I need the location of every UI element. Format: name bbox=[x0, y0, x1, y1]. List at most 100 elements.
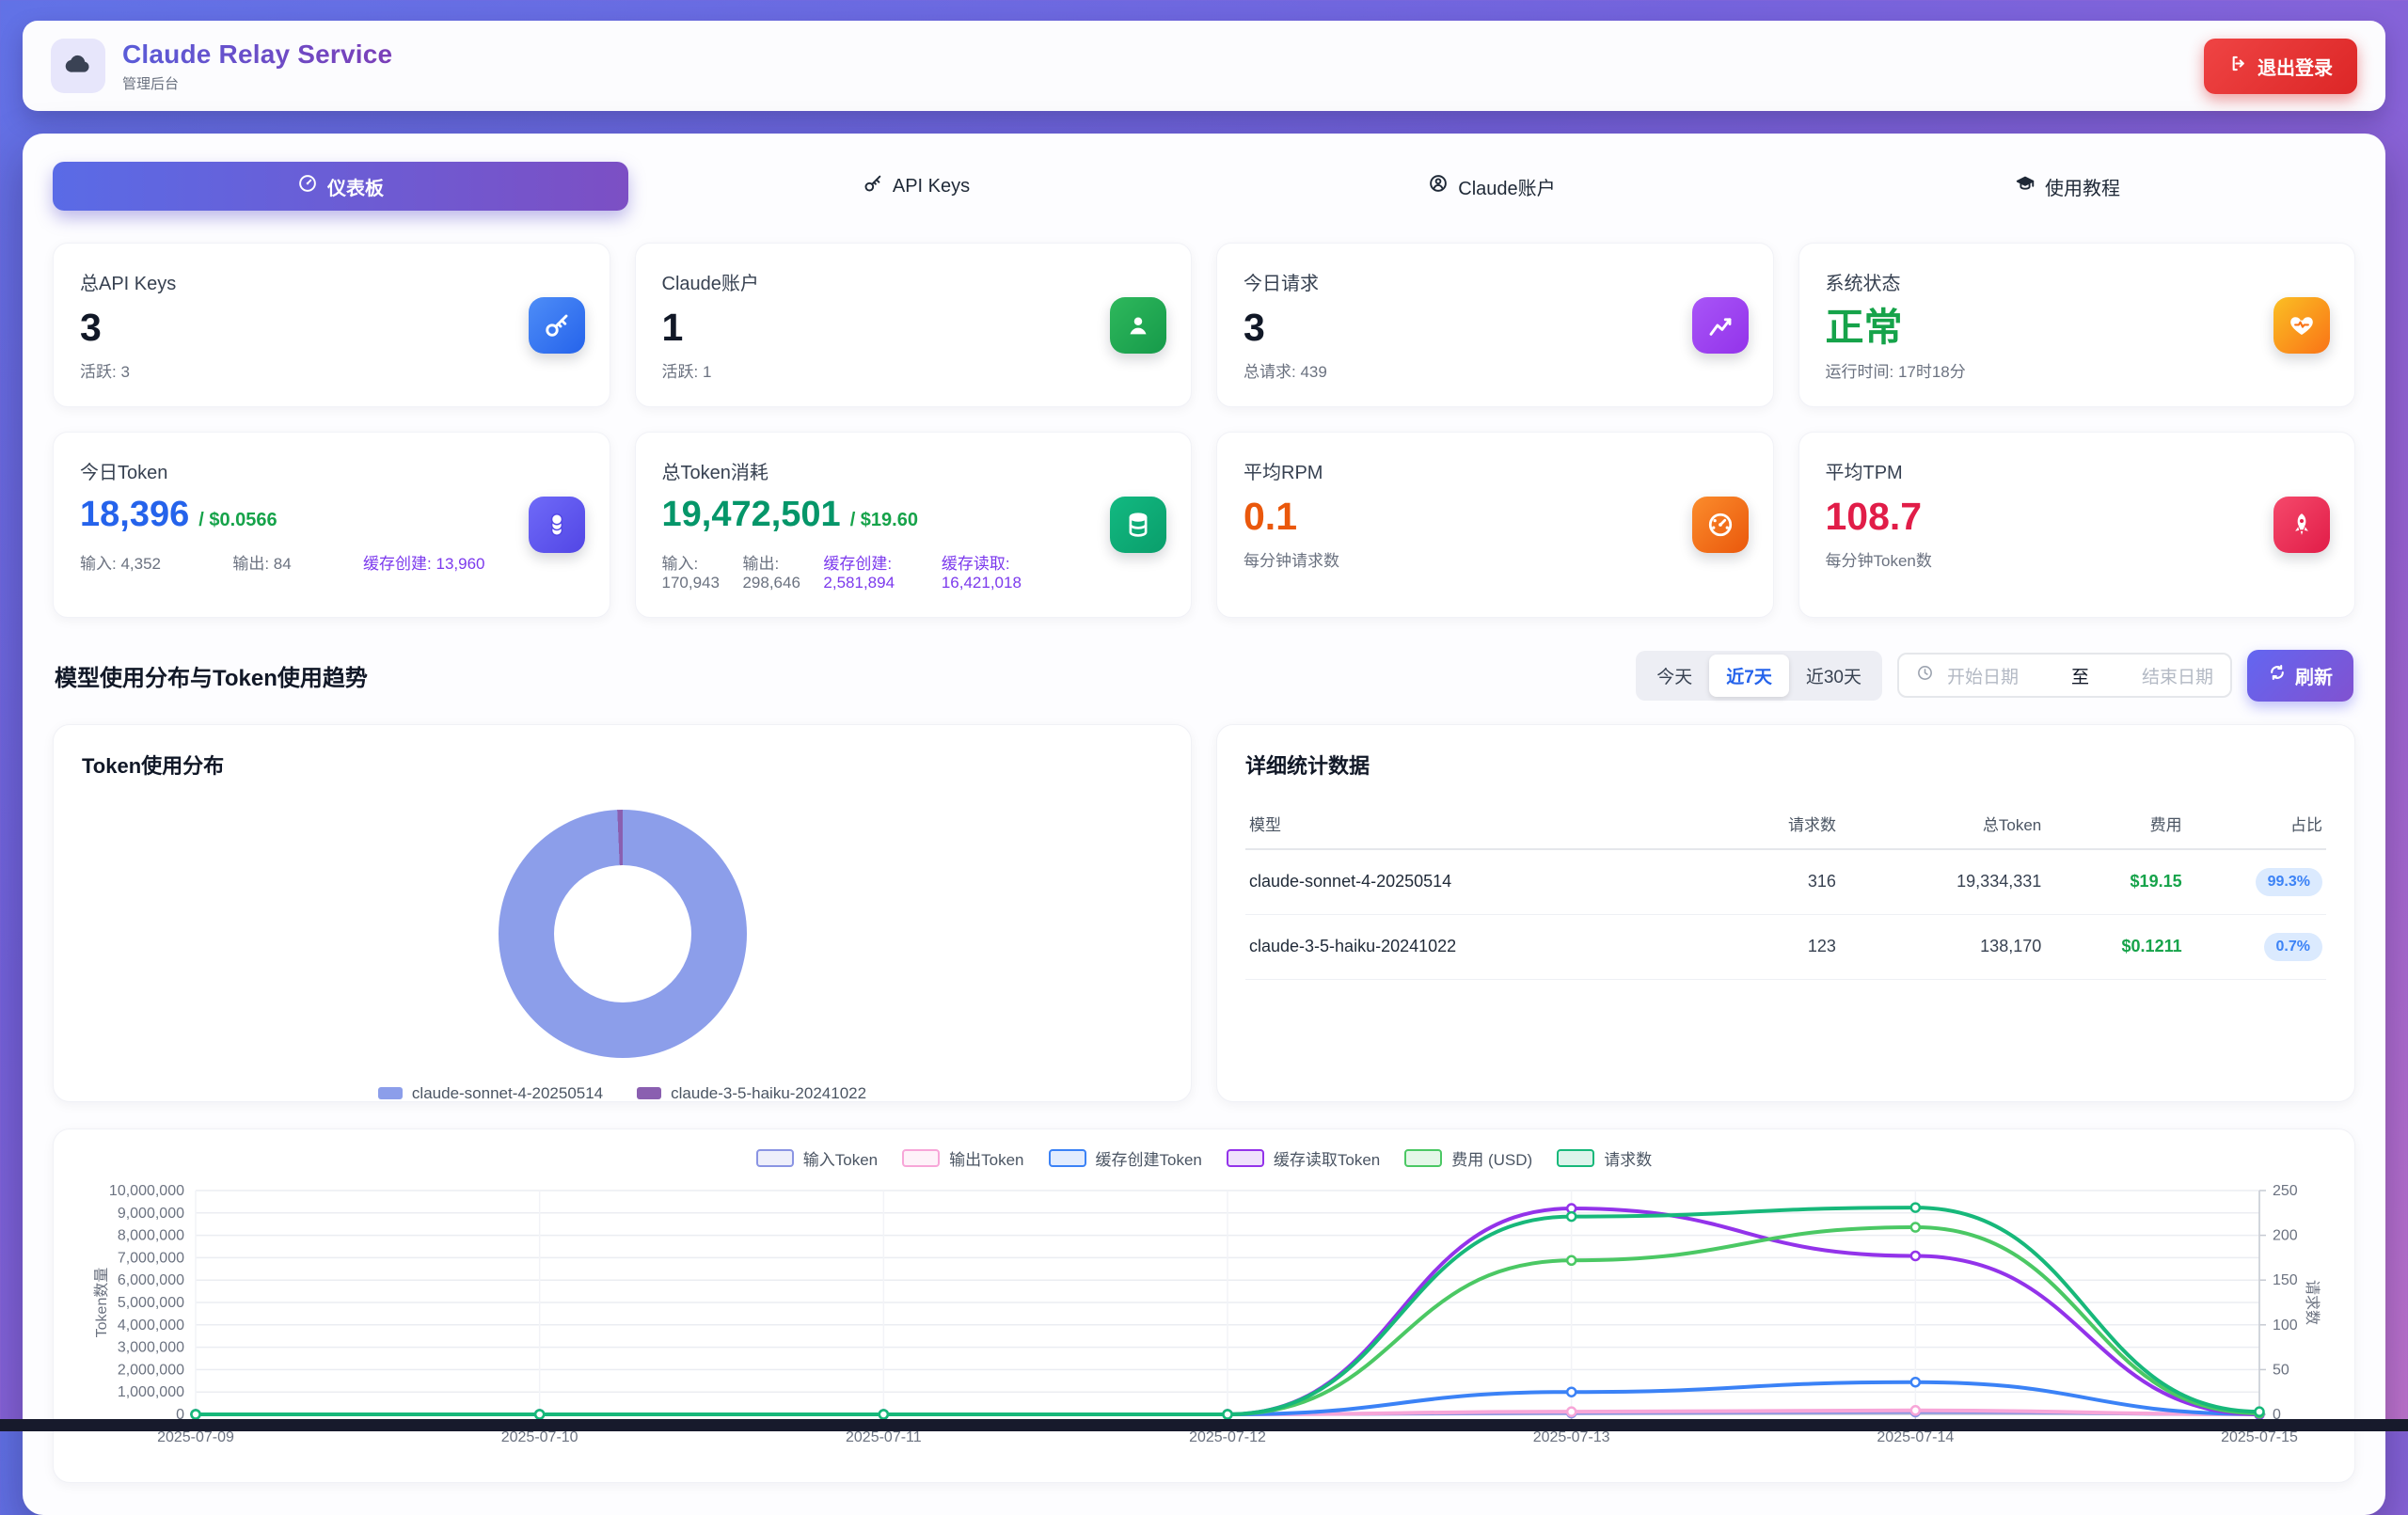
section-title: 模型使用分布与Token使用趋势 bbox=[55, 665, 368, 691]
donut-wrap bbox=[82, 809, 1163, 1058]
usage-section-header: 模型使用分布与Token使用趋势 今天 近7天 近30天 开始日期 至 结束日期 bbox=[55, 649, 2353, 702]
bottom-strip bbox=[0, 1419, 2408, 1431]
legend-cost-usd[interactable]: 费用 (USD) bbox=[1404, 1146, 1532, 1170]
table-header-row: 模型 请求数 总Token 费用 占比 bbox=[1245, 797, 2326, 850]
stat-sub: 每分钟请求数 bbox=[1244, 552, 1339, 571]
haiku-swatch bbox=[637, 1087, 662, 1100]
table-title: 详细统计数据 bbox=[1245, 753, 1370, 778]
tab-tutorial[interactable]: 使用教程 bbox=[1780, 162, 2355, 211]
legend-cache-create-token[interactable]: 缓存创建Token bbox=[1048, 1146, 1202, 1170]
svg-text:2025-07-13: 2025-07-13 bbox=[1533, 1429, 1610, 1445]
tab-api-keys-label: API Keys bbox=[892, 175, 971, 197]
legend-input-token[interactable]: 输入Token bbox=[755, 1146, 879, 1170]
svg-text:7,000,000: 7,000,000 bbox=[118, 1250, 184, 1266]
legend-cache-read-token[interactable]: 缓存读取Token bbox=[1226, 1146, 1380, 1170]
date-range-picker[interactable]: 开始日期 至 结束日期 bbox=[1896, 653, 2232, 699]
tab-dashboard[interactable]: 仪表板 bbox=[53, 162, 628, 211]
logout-button[interactable]: 退出登录 bbox=[2204, 38, 2357, 94]
date-filter-segmented: 今天 近7天 近30天 bbox=[1636, 650, 1882, 701]
gauge-icon bbox=[1691, 496, 1749, 553]
col-share: 占比 bbox=[2185, 797, 2326, 850]
legend-output-token[interactable]: 输出Token bbox=[902, 1146, 1024, 1170]
main-panel: 仪表板 API Keys Claude账户 使用教程 bbox=[23, 134, 2385, 1515]
stat-label: 平均TPM bbox=[1825, 463, 1903, 484]
svg-text:9,000,000: 9,000,000 bbox=[118, 1206, 184, 1222]
refresh-button[interactable]: 刷新 bbox=[2247, 649, 2353, 702]
sonnet-swatch bbox=[377, 1087, 403, 1100]
stat-card-avg-rpm: 平均RPM 0.1 每分钟请求数 bbox=[1216, 432, 1774, 618]
svg-text:100: 100 bbox=[2273, 1318, 2298, 1334]
stat-value: 3 bbox=[80, 306, 102, 349]
filter-today[interactable]: 今天 bbox=[1656, 667, 1693, 687]
requests-swatch bbox=[1557, 1148, 1595, 1167]
coins-icon bbox=[528, 496, 585, 553]
token-trend-chart: 0 1,000,000 2,000,000 3,000,000 4,000,000 5,0… bbox=[93, 1183, 2321, 1445]
legend-label: 输入Token bbox=[802, 1150, 879, 1169]
model-stats-table: 模型 请求数 总Token 费用 占比 claude-sonnet-4-2025… bbox=[1245, 797, 2326, 980]
detail-input: 输入: 170,943 bbox=[661, 554, 720, 592]
logout-label: 退出登录 bbox=[2258, 57, 2333, 79]
tab-tutorial-label: 使用教程 bbox=[2045, 178, 2120, 199]
col-model: 模型 bbox=[1245, 797, 1678, 850]
cell-model: claude-sonnet-4-20250514 bbox=[1245, 848, 1678, 915]
refresh-label: 刷新 bbox=[2295, 667, 2333, 688]
cell-requests: 123 bbox=[1677, 914, 1840, 980]
svg-text:2025-07-15: 2025-07-15 bbox=[2221, 1429, 2298, 1445]
cell-requests: 316 bbox=[1677, 848, 1840, 915]
rocket-icon bbox=[2273, 496, 2330, 553]
svg-text:2025-07-09: 2025-07-09 bbox=[157, 1429, 234, 1445]
detail-cache-create: 缓存创建: 13,960 bbox=[363, 554, 485, 573]
legend-label: 输出Token bbox=[949, 1150, 1024, 1169]
legend-item-haiku[interactable]: claude-3-5-haiku-20241022 bbox=[637, 1084, 866, 1103]
stat-label: 总API Keys bbox=[80, 274, 177, 294]
graduation-cap-icon bbox=[2015, 173, 2036, 199]
stat-label: 平均RPM bbox=[1244, 463, 1323, 484]
cloud-icon bbox=[63, 49, 93, 84]
cost-swatch bbox=[1404, 1148, 1443, 1167]
stats-row-1: 总API Keys 3 活跃: 3 Claude账户 1 活跃: 1 今日请求 … bbox=[53, 243, 2355, 408]
nav-tabs: 仪表板 API Keys Claude账户 使用教程 bbox=[53, 162, 2355, 211]
filter-30days[interactable]: 近30天 bbox=[1805, 667, 1861, 687]
detail-input: 输入: 4,352 bbox=[80, 554, 161, 573]
share-badge: 99.3% bbox=[2255, 867, 2322, 896]
database-icon bbox=[1110, 496, 1166, 553]
stat-value: 正常 bbox=[1825, 306, 1903, 349]
app-subtitle: 管理后台 bbox=[122, 75, 180, 92]
svg-text:2,000,000: 2,000,000 bbox=[118, 1362, 184, 1378]
stat-card-api-keys: 总API Keys 3 活跃: 3 bbox=[53, 243, 610, 408]
stat-value: 18,396 bbox=[80, 495, 190, 535]
stat-sub: 活跃: 1 bbox=[661, 363, 712, 382]
svg-text:2025-07-10: 2025-07-10 bbox=[501, 1429, 578, 1445]
detail-output: 输出: 84 bbox=[232, 554, 292, 573]
stat-card-claude-accounts: Claude账户 1 活跃: 1 bbox=[634, 243, 1192, 408]
svg-text:200: 200 bbox=[2273, 1227, 2298, 1243]
filter-7days[interactable]: 近7天 bbox=[1709, 654, 1789, 697]
input-token-swatch bbox=[755, 1148, 794, 1167]
detail-cache-read: 缓存读取: 16,421,018 bbox=[941, 554, 1022, 592]
svg-text:Token数量: Token数量 bbox=[93, 1268, 110, 1338]
stat-sub: 运行时间: 17时18分 bbox=[1825, 363, 1966, 382]
svg-text:1,000,000: 1,000,000 bbox=[118, 1384, 184, 1400]
cell-tokens: 138,170 bbox=[1839, 914, 2046, 980]
key-icon bbox=[863, 173, 883, 199]
tab-claude-accounts-label: Claude账户 bbox=[1458, 178, 1556, 199]
stat-value: 19,472,501 bbox=[661, 495, 841, 535]
stat-card-today-requests: 今日请求 3 总请求: 439 bbox=[1216, 243, 1774, 408]
table-row: claude-3-5-haiku-20241022 123 138,170 $0… bbox=[1245, 914, 2326, 980]
legend-label: claude-sonnet-4-20250514 bbox=[411, 1083, 604, 1102]
user-circle-icon bbox=[1428, 173, 1449, 199]
heart-pulse-icon bbox=[2273, 296, 2330, 354]
date-start-placeholder: 开始日期 bbox=[1946, 667, 2019, 687]
stat-label: 系统状态 bbox=[1825, 274, 1901, 294]
legend-request-count[interactable]: 请求数 bbox=[1557, 1146, 1652, 1170]
stat-label: 今日请求 bbox=[1244, 274, 1319, 294]
clock-icon bbox=[1916, 664, 1934, 686]
stat-label: 总Token消耗 bbox=[661, 463, 768, 484]
svg-text:5,000,000: 5,000,000 bbox=[118, 1295, 184, 1311]
legend-item-sonnet[interactable]: claude-sonnet-4-20250514 bbox=[377, 1083, 604, 1103]
stat-label: Claude账户 bbox=[661, 274, 759, 294]
app-title-block: Claude Relay Service 管理后台 bbox=[122, 39, 392, 93]
svg-text:6,000,000: 6,000,000 bbox=[118, 1272, 184, 1288]
tab-api-keys[interactable]: API Keys bbox=[628, 162, 1204, 211]
tab-claude-accounts[interactable]: Claude账户 bbox=[1204, 162, 1780, 211]
